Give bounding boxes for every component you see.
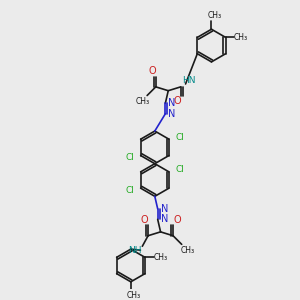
Text: O: O [173, 215, 181, 225]
Text: CH₃: CH₃ [234, 33, 248, 42]
Text: CH₃: CH₃ [127, 291, 141, 300]
Text: NH: NH [128, 246, 141, 255]
Text: Cl: Cl [126, 153, 134, 162]
Text: N: N [161, 214, 168, 224]
Text: Cl: Cl [175, 133, 184, 142]
Text: Cl: Cl [175, 165, 184, 174]
Text: Cl: Cl [126, 186, 134, 195]
Text: CH₃: CH₃ [207, 11, 221, 20]
Text: N: N [168, 109, 176, 119]
Text: CH₃: CH₃ [135, 97, 149, 106]
Text: O: O [148, 67, 156, 76]
Text: CH₃: CH₃ [180, 246, 194, 255]
Text: N: N [161, 204, 168, 214]
Text: CH₃: CH₃ [153, 253, 167, 262]
Text: HN: HN [183, 76, 196, 85]
Text: N: N [168, 98, 176, 108]
Text: O: O [173, 96, 181, 106]
Text: O: O [140, 215, 148, 225]
